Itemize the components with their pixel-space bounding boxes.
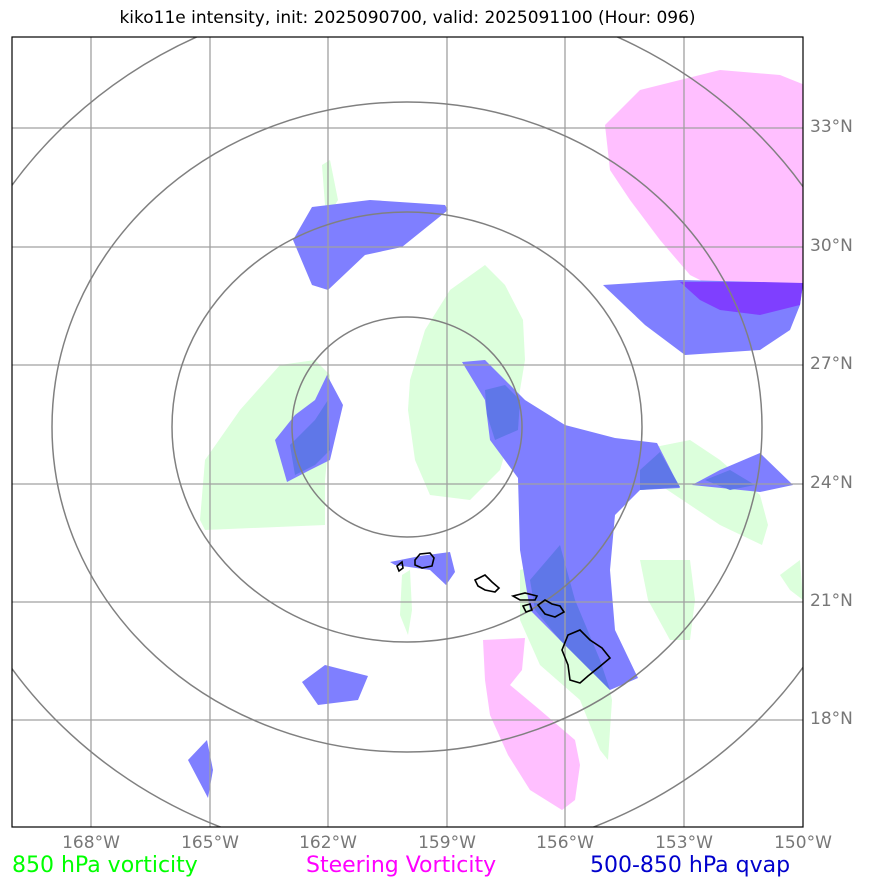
island-hawaii: [561, 629, 612, 684]
lon-label-165w: 165°W: [181, 833, 239, 853]
steering-vorticity-area: [483, 638, 580, 810]
lon-label-168w: 168°W: [62, 833, 120, 853]
vorticity-850-area: [200, 360, 330, 530]
vorticity-850-area: [780, 560, 803, 600]
overlap-area: [680, 282, 803, 315]
lat-label-21n: 21°N: [810, 591, 853, 611]
qvap-area: [188, 740, 213, 798]
steering-vorticity-area: [605, 70, 803, 298]
map-frame: [11, 36, 804, 828]
vorticity-850-area: [640, 560, 695, 640]
legend-850-vorticity: 850 hPa vorticity: [12, 853, 198, 878]
vorticity-850-area: [322, 160, 338, 210]
island-niihau: [396, 560, 404, 573]
qvap-area: [302, 665, 368, 705]
lon-label-156w: 156°W: [536, 833, 594, 853]
lat-label-24n: 24°N: [810, 473, 853, 493]
lon-label-162w: 162°W: [299, 833, 357, 853]
island-maui: [536, 599, 566, 618]
island-oahu: [473, 574, 501, 593]
lon-label-159w: 159°W: [418, 833, 476, 853]
steering-vorticity-areas: [483, 70, 803, 810]
map-title: kiko11e intensity, init: 2025090700, val…: [119, 8, 696, 28]
lon-label-150w: 150°W: [774, 833, 832, 853]
qvap-area: [462, 360, 680, 690]
lat-label-30n: 30°N: [810, 236, 853, 256]
range-rings: [12, 37, 803, 827]
qvap-area: [293, 200, 448, 290]
vorticity-850-area: [640, 440, 768, 545]
lon-label-153w: 153°W: [655, 833, 713, 853]
coastlines: [396, 552, 612, 684]
lat-label-33n: 33°N: [810, 117, 853, 137]
qvap-vorticity-overlap: [290, 385, 755, 690]
legend-qvap: 500-850 hPa qvap: [590, 853, 791, 878]
graticule: [12, 37, 803, 827]
legend-steering-vorticity: Steering Vorticity: [306, 853, 497, 878]
island-kauai: [414, 552, 435, 569]
island-molokai: [510, 592, 539, 601]
lat-label-18n: 18°N: [810, 709, 853, 729]
island-lanai: [521, 603, 534, 613]
lat-label-27n: 27°N: [810, 354, 853, 374]
